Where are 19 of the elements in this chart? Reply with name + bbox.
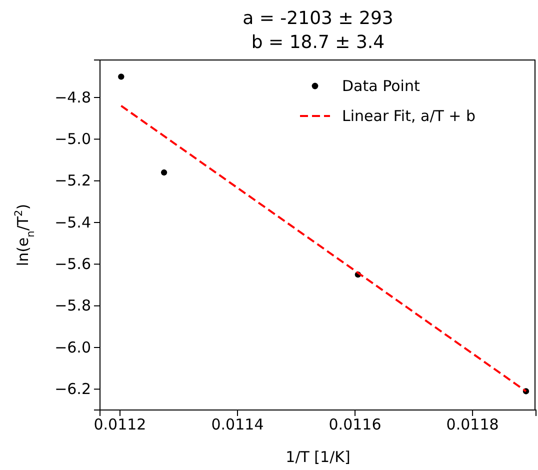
x-tick-label: 0.0118 bbox=[446, 416, 499, 434]
x-tick-label: 0.0116 bbox=[328, 416, 382, 434]
chart-title: a = -2103 ± 293 bbox=[242, 8, 394, 29]
y-tick-label: −6.2 bbox=[54, 380, 91, 398]
y-tick-label: −5.2 bbox=[54, 172, 91, 190]
point bbox=[160, 169, 168, 176]
point bbox=[118, 74, 124, 80]
x-axis-title: 1/T [1/K] bbox=[286, 448, 350, 466]
chart-subtitle: b = 18.7 ± 3.4 bbox=[251, 32, 385, 53]
y-tick-label: −6.0 bbox=[54, 338, 91, 356]
y-tick-label: −4.8 bbox=[54, 88, 91, 106]
y-tick-label: −5.8 bbox=[54, 296, 91, 315]
y-tick-label: −5.4 bbox=[54, 213, 91, 232]
y-tick-label: −5.0 bbox=[54, 130, 91, 148]
x-tick-label: 0.0114 bbox=[211, 416, 264, 434]
legend-label: Linear Fit, a/T + b bbox=[342, 107, 476, 125]
y-tick-label: −5.6 bbox=[54, 254, 91, 273]
legend-label: Data Point bbox=[342, 77, 420, 95]
x-tick-label: 0.0112 bbox=[94, 416, 146, 434]
